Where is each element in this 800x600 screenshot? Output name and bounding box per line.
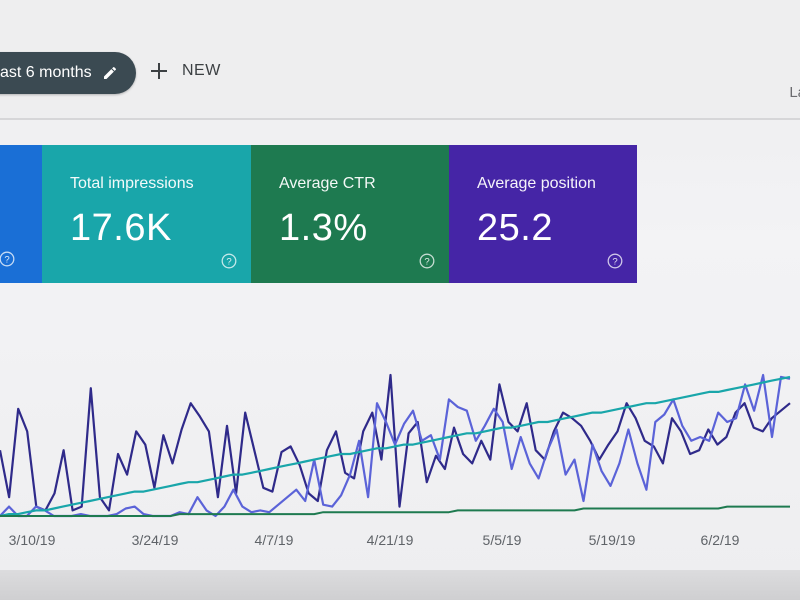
svg-text:?: ? — [424, 257, 429, 268]
x-tick-label: 6/2/19 — [701, 532, 740, 548]
series-line-2 — [0, 375, 791, 518]
date-range-label: ast 6 months — [0, 64, 92, 81]
series-line-1 — [0, 373, 791, 518]
metric-title: Average CTR — [279, 175, 376, 192]
metric-card-position[interactable]: Average position 25.2 ? — [449, 145, 637, 283]
metric-title: Average position — [477, 175, 596, 192]
x-tick-label: 5/19/19 — [589, 532, 636, 548]
performance-chart-svg: 3/10/19 3/24/19 4/7/19 4/21/19 5/5/19 5/19/19… — [0, 373, 791, 548]
metric-value: 25.2 — [477, 207, 553, 249]
new-filter-button[interactable]: NEW — [150, 62, 221, 80]
screen-bottom-edge — [0, 570, 800, 600]
series-line-0 — [0, 373, 791, 512]
svg-text:?: ? — [4, 255, 9, 266]
new-button-label: NEW — [182, 62, 221, 79]
metric-card-ctr[interactable]: Average CTR 1.3% ? — [251, 145, 449, 283]
help-circle-icon[interactable]: ? — [221, 253, 237, 269]
date-range-chip[interactable]: ast 6 months — [0, 52, 136, 94]
help-circle-icon[interactable]: ? — [607, 253, 623, 269]
x-tick-label: 3/24/19 — [132, 532, 179, 548]
svg-text:?: ? — [226, 257, 231, 268]
help-circle-icon[interactable]: ? — [419, 253, 435, 269]
metric-card-clicks[interactable]: ? — [0, 145, 42, 283]
svg-text:?: ? — [612, 257, 617, 268]
toolbar: ast 6 months NEW La — [0, 0, 800, 120]
metric-value: 17.6K — [70, 207, 172, 249]
performance-chart[interactable]: 3/10/19 3/24/19 4/7/19 4/21/19 5/5/19 5/19/19… — [0, 300, 800, 570]
x-tick-label: 3/10/19 — [9, 532, 56, 548]
x-tick-label: 4/7/19 — [255, 532, 294, 548]
x-tick-label: 5/5/19 — [483, 532, 522, 548]
pencil-icon — [103, 66, 116, 79]
series-line-3 — [0, 505, 790, 517]
metric-title: Total impressions — [70, 175, 194, 192]
help-circle-icon[interactable]: ? — [0, 251, 15, 267]
plus-icon — [151, 63, 167, 79]
last-updated-text: La — [789, 84, 800, 101]
metric-value: 1.3% — [279, 207, 368, 249]
metric-card-impressions[interactable]: Total impressions 17.6K ? — [42, 145, 251, 283]
x-tick-label: 4/21/19 — [367, 532, 414, 548]
